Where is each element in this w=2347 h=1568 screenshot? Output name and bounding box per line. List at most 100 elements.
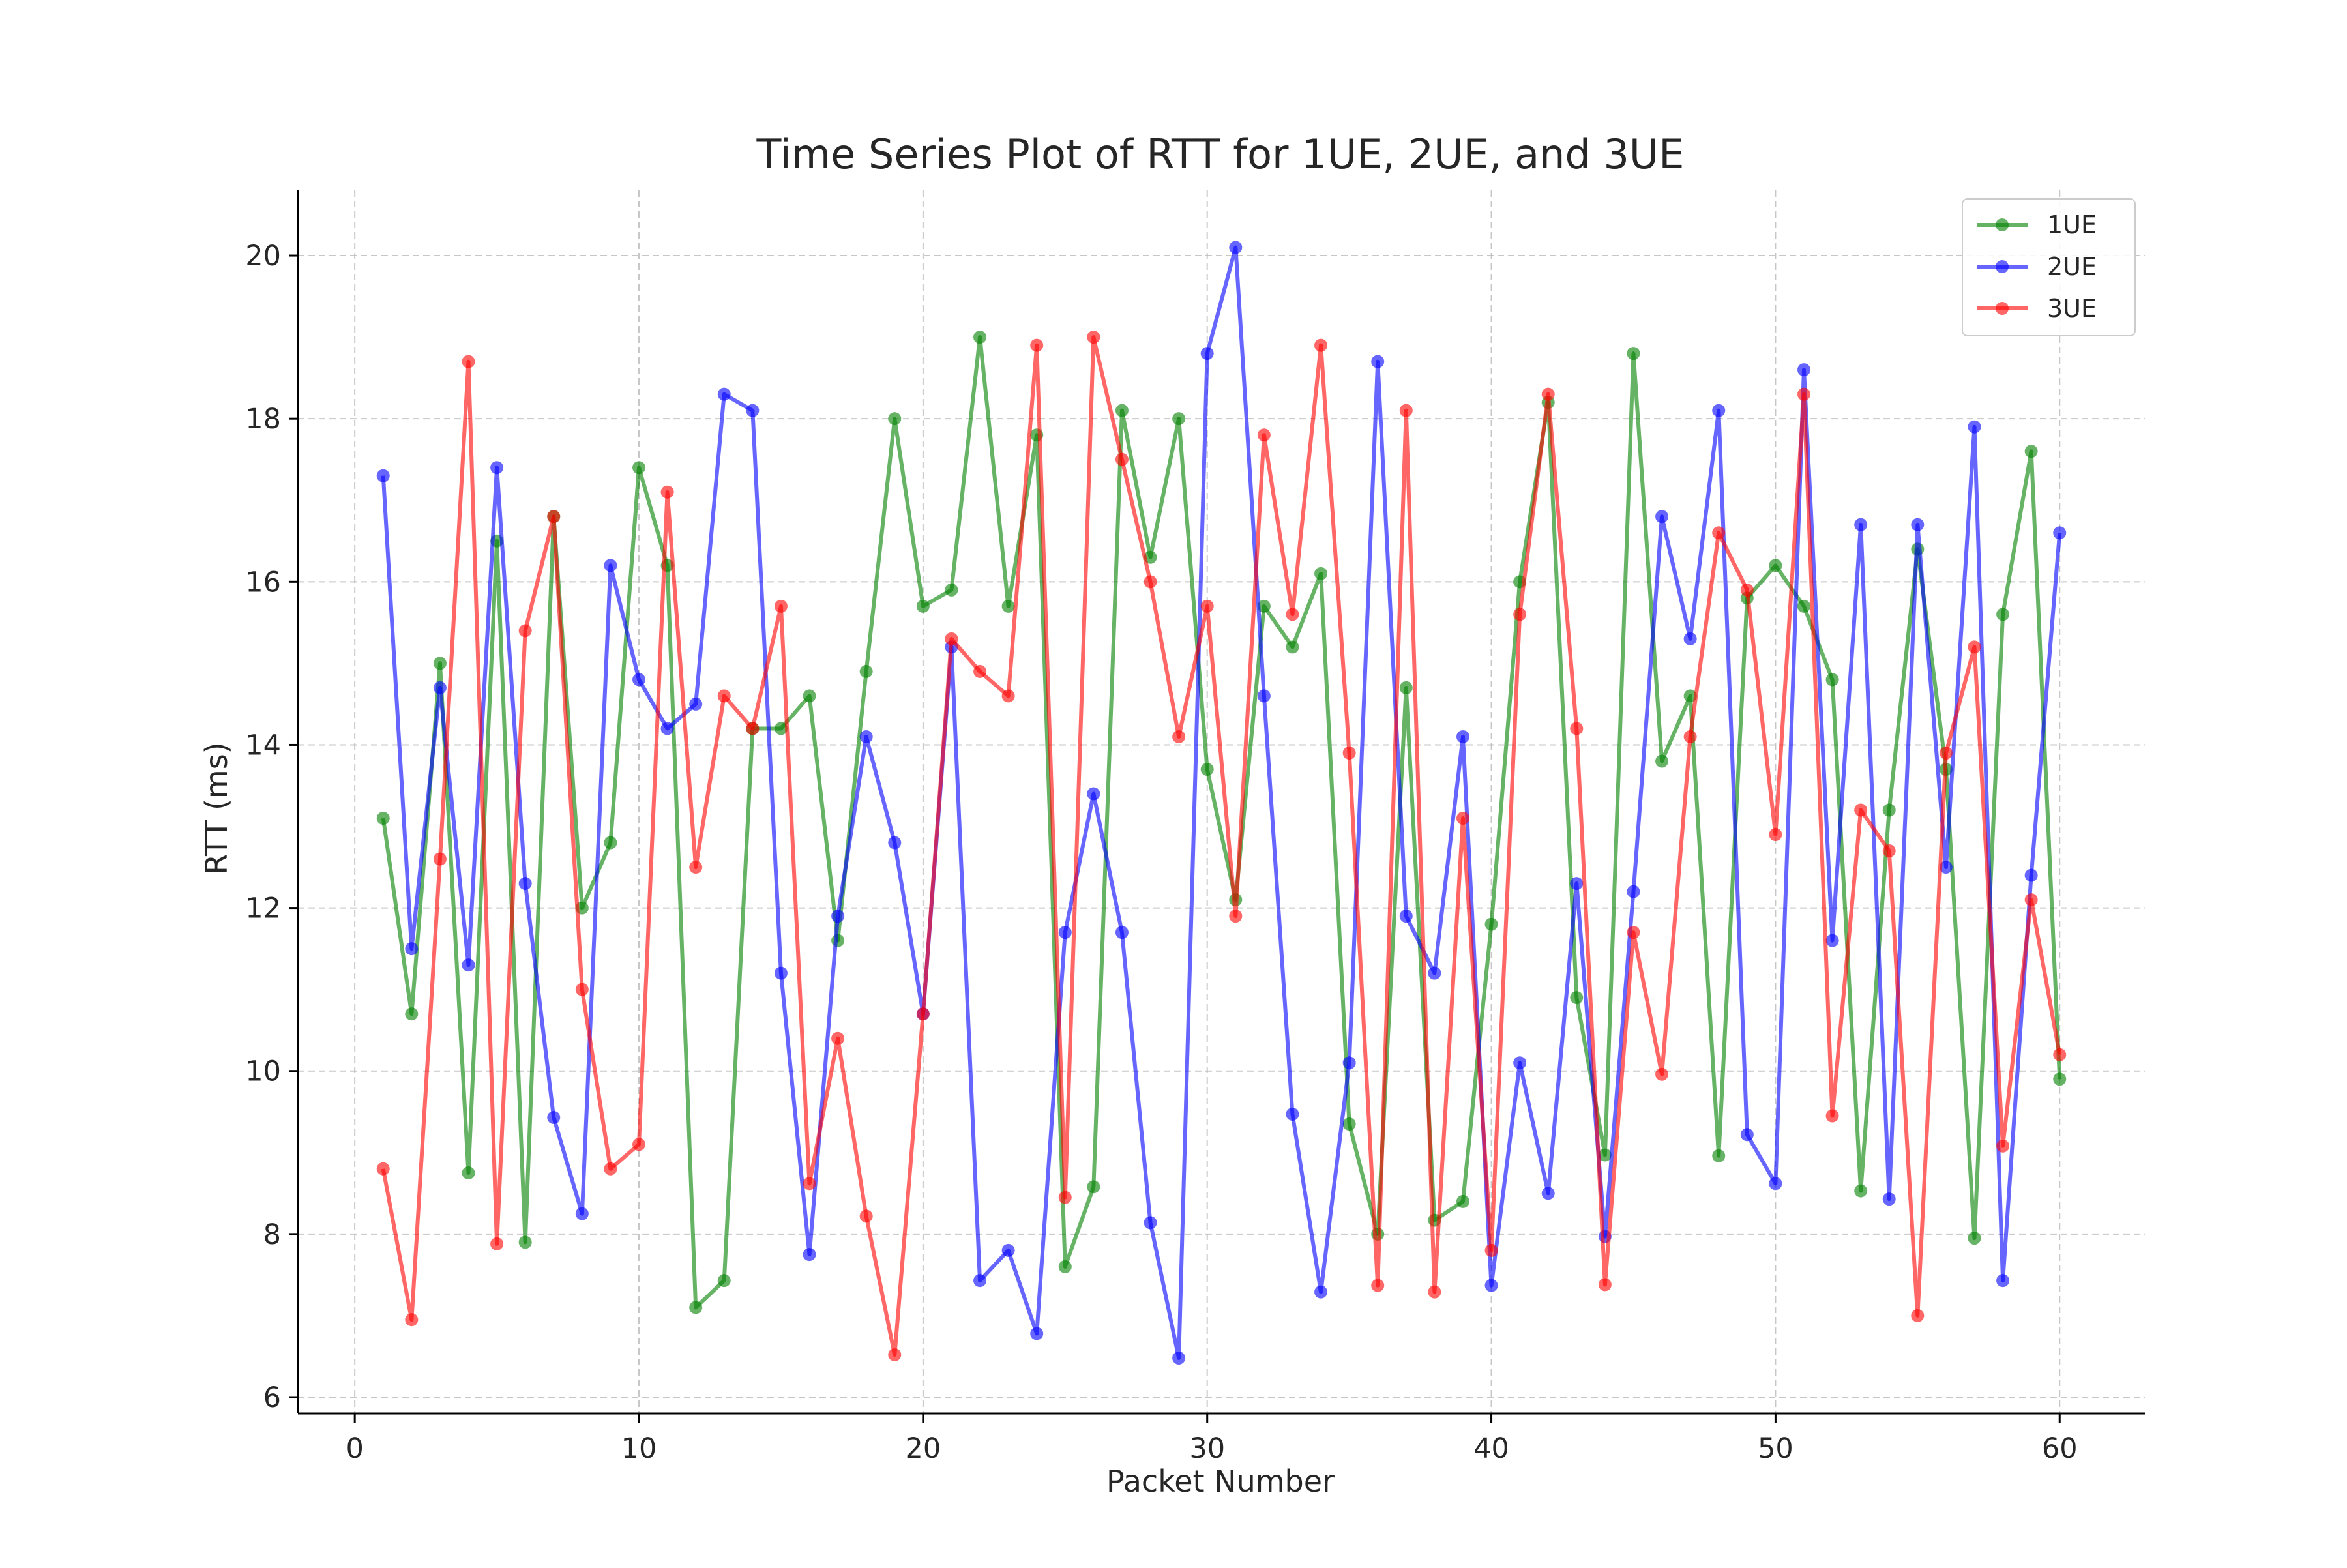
x-tick-label: 10 [621,1432,657,1465]
legend-box [1962,198,2136,336]
data-point-2UE [433,681,447,694]
data-point-2UE [1854,518,1868,531]
data-point-3UE [1428,1285,1441,1299]
x-tick-label: 20 [906,1432,941,1465]
data-point-1UE [859,664,873,678]
data-point-3UE [604,1162,617,1176]
data-point-3UE [1058,1191,1072,1204]
data-point-3UE [1144,575,1157,589]
data-point-2UE [1257,689,1271,703]
data-point-3UE [831,1031,845,1045]
data-point-2UE [1200,347,1214,361]
legend-marker [1996,302,2009,315]
data-point-1UE [1172,412,1186,426]
data-point-2UE [774,966,788,980]
data-point-3UE [1314,338,1328,352]
data-point-2UE [1314,1285,1328,1299]
data-point-2UE [1371,355,1385,368]
data-point-2UE [2053,526,2067,540]
data-point-2UE [1939,861,1953,874]
data-point-1UE [433,657,447,670]
data-point-3UE [405,1313,419,1327]
data-point-3UE [1598,1278,1612,1292]
data-point-1UE [1769,559,1782,572]
data-point-3UE [859,1209,873,1223]
data-point-2UE [518,877,532,891]
y-tick-label: 8 [263,1219,281,1251]
data-point-3UE [1939,746,1953,760]
data-point-2UE [604,559,617,572]
data-point-3UE [1769,828,1782,842]
data-point-1UE [803,689,816,703]
data-point-2UE [1030,1327,1044,1340]
data-point-1UE [632,461,646,475]
data-point-2UE [1484,1279,1498,1292]
data-point-2UE [547,1111,561,1125]
data-point-3UE [774,599,788,613]
data-point-1UE [1996,608,2010,621]
data-point-2UE [1627,885,1640,898]
data-point-1UE [2024,445,2038,458]
data-point-3UE [518,624,532,638]
data-point-3UE [1797,387,1810,401]
series-2UE [376,241,2067,1365]
data-point-1UE [604,836,617,850]
data-point-1UE [1257,599,1271,613]
data-point-3UE [945,632,958,645]
data-point-2UE [973,1274,987,1288]
data-point-2UE [1740,1128,1754,1142]
data-point-1UE [1342,1117,1356,1131]
data-point-1UE [717,1274,731,1288]
x-tick-label: 30 [1189,1432,1225,1465]
data-point-3UE [376,1162,390,1176]
data-point-2UE [1797,363,1810,377]
x-tick-label: 0 [346,1432,363,1465]
data-point-3UE [1996,1139,2010,1153]
data-point-1UE [945,583,958,597]
y-tick-label: 6 [263,1382,281,1414]
data-point-3UE [1627,926,1640,939]
data-point-2UE [717,387,731,401]
x-tick-label: 50 [1758,1432,1793,1465]
data-point-3UE [433,852,447,866]
data-point-3UE [1200,599,1214,613]
data-point-2UE [1825,934,1839,947]
data-point-3UE [2053,1048,2067,1061]
data-point-3UE [1882,844,1896,858]
data-point-2UE [490,461,504,475]
series-3UE [376,331,2067,1361]
data-point-2UE [1342,1056,1356,1070]
data-point-2UE [575,1207,589,1220]
data-point-2UE [1286,1108,1299,1121]
legend-label: 1UE [2047,211,2097,239]
data-point-3UE [1740,583,1754,597]
data-point-2UE [1428,966,1441,980]
data-point-1UE [1598,1148,1612,1162]
data-point-2UE [1513,1056,1527,1070]
data-point-3UE [1541,387,1555,401]
legend-item-3UE: 3UE [1977,294,2097,323]
data-point-2UE [376,469,390,482]
series-layer [376,241,2067,1365]
y-tick-label: 12 [245,893,281,925]
data-point-2UE [1683,632,1697,645]
data-point-3UE [2024,893,2038,907]
data-point-3UE [632,1138,646,1151]
data-point-3UE [1229,910,1243,923]
legend-item-2UE: 2UE [1977,252,2097,281]
data-point-3UE [1712,526,1726,540]
data-point-2UE [803,1248,816,1262]
y-axis-label: RTT (ms) [199,742,234,874]
x-tick-label: 40 [1473,1432,1509,1465]
data-point-1UE [1115,404,1129,417]
data-point-3UE [1087,331,1100,344]
data-point-1UE [1456,1194,1469,1208]
data-point-3UE [1570,722,1584,735]
data-point-2UE [1655,510,1669,524]
data-point-1UE [973,331,987,344]
data-point-3UE [1968,640,1981,654]
data-point-3UE [1001,689,1015,703]
data-point-2UE [1911,518,1925,531]
data-point-3UE [1257,428,1271,442]
data-point-1UE [2053,1072,2067,1086]
